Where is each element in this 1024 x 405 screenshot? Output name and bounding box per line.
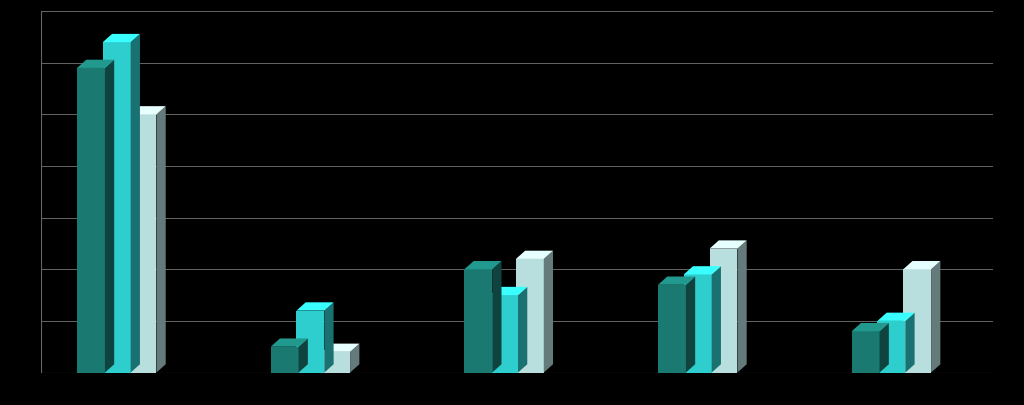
- Polygon shape: [464, 261, 502, 270]
- Polygon shape: [464, 270, 493, 373]
- Polygon shape: [852, 323, 889, 331]
- Polygon shape: [104, 61, 115, 373]
- Polygon shape: [710, 241, 746, 249]
- Polygon shape: [710, 249, 737, 373]
- Polygon shape: [350, 344, 359, 373]
- Polygon shape: [686, 277, 695, 373]
- Polygon shape: [77, 61, 115, 69]
- Polygon shape: [684, 275, 712, 373]
- Polygon shape: [490, 295, 518, 373]
- Polygon shape: [658, 285, 686, 373]
- Polygon shape: [516, 251, 553, 259]
- Polygon shape: [903, 261, 940, 270]
- Polygon shape: [102, 43, 131, 373]
- Polygon shape: [903, 270, 931, 373]
- Polygon shape: [77, 69, 104, 373]
- Polygon shape: [493, 261, 502, 373]
- Polygon shape: [931, 261, 940, 373]
- Polygon shape: [323, 344, 359, 352]
- Polygon shape: [684, 266, 721, 275]
- Polygon shape: [905, 313, 914, 373]
- Polygon shape: [102, 35, 140, 43]
- Polygon shape: [157, 107, 166, 373]
- Polygon shape: [878, 313, 914, 321]
- Polygon shape: [880, 323, 889, 373]
- Polygon shape: [131, 35, 140, 373]
- Polygon shape: [129, 107, 166, 115]
- Polygon shape: [299, 339, 308, 373]
- Polygon shape: [270, 339, 308, 347]
- Polygon shape: [544, 251, 553, 373]
- Polygon shape: [490, 287, 527, 295]
- Polygon shape: [270, 347, 299, 373]
- Polygon shape: [516, 259, 544, 373]
- Polygon shape: [323, 352, 350, 373]
- Polygon shape: [518, 287, 527, 373]
- Polygon shape: [325, 303, 334, 373]
- Polygon shape: [297, 311, 325, 373]
- Polygon shape: [737, 241, 746, 373]
- Polygon shape: [658, 277, 695, 285]
- Polygon shape: [852, 331, 880, 373]
- Polygon shape: [712, 266, 721, 373]
- Polygon shape: [297, 303, 334, 311]
- Polygon shape: [878, 321, 905, 373]
- Polygon shape: [129, 115, 157, 373]
